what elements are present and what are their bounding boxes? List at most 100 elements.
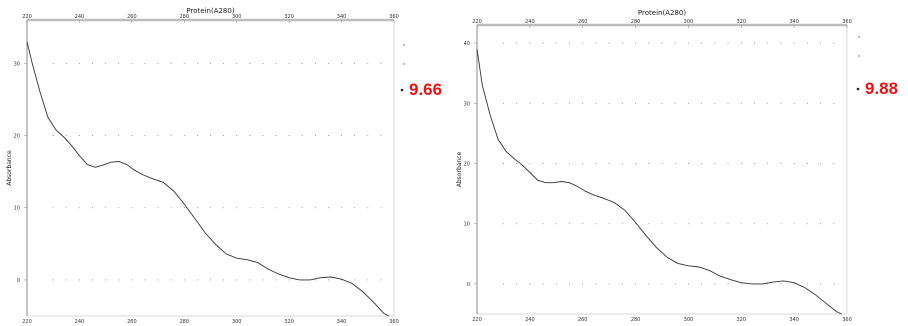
grid-dot [621,283,623,285]
grid-dot [701,102,703,104]
grid-dot [52,62,54,64]
x-tick-label-top: 260 [578,19,588,25]
grid-dot [727,42,729,44]
x-tick-label-top: 280 [180,14,190,20]
grid-dot [92,135,94,137]
grid-dot [502,102,504,104]
grid-dot [542,162,544,164]
grid-dot [529,162,531,164]
grid-dot [170,207,172,209]
x-tick-label-top: 220 [472,19,482,25]
annotation-marker [856,87,860,91]
grid-dot [555,42,557,44]
grid-dot [131,135,133,137]
grid-dot [714,42,716,44]
grid-dot [249,279,251,281]
chart-title: Protein(A280) [186,7,234,15]
grid-dot [275,207,277,209]
grid-dot [674,283,676,285]
grid-dot [648,223,650,225]
grid-dot [767,162,769,164]
grid-dot [648,283,650,285]
grid-dot [780,42,782,44]
grid-dot [288,62,290,64]
grid-dot [516,162,518,164]
grid-dot [354,279,356,281]
y-tick-label: 10 [14,206,20,212]
x-tick-label: 360 [389,319,399,325]
x-tick-label: 220 [472,317,482,323]
grid-dot [714,283,716,285]
grid-dot [582,223,584,225]
grid-dot [341,135,343,137]
y-axis-label: Absorbance [6,150,13,186]
grid-dot [767,223,769,225]
grid-dot [740,283,742,285]
y-tick-label: 30 [14,61,20,67]
grid-dot [367,279,369,281]
grid-dot [301,62,303,64]
x-tick-label: 320 [737,317,747,323]
grid-dot [516,283,518,285]
grid-dot [78,279,80,281]
grid-dot [196,62,198,64]
grid-dot [582,162,584,164]
grid-dot [714,223,716,225]
grid-dot [833,162,835,164]
x-tick-label-top: 300 [684,19,694,25]
grid-dot [210,62,211,64]
grid-dot [674,102,676,104]
grid-dot [767,283,769,285]
grid-dot [780,283,782,285]
grid-dot [301,207,303,209]
grid-dot [52,135,54,137]
grid-dot [262,207,264,209]
grid-dot [236,135,238,137]
grid-dot [701,42,703,44]
grid-dot [118,62,120,64]
grid-dot [714,102,716,104]
grid-dot [131,207,133,209]
grid-dot [236,279,238,281]
grid-dot [354,135,356,137]
grid-dot [314,135,316,137]
grid-dot [275,62,277,64]
grid-dot [131,279,133,281]
grid-dot [157,62,159,64]
grid-dot [767,42,769,44]
x-tick-label-top: 260 [127,14,137,20]
grid-dot [661,42,663,44]
x-tick-label-top: 360 [389,14,399,20]
grid-dot [727,102,729,104]
grid-dot [170,279,172,281]
grid-dot [105,207,107,209]
grid-dot [65,279,67,281]
grid-dot [661,102,663,104]
grid-dot [687,283,689,285]
grid-dot [341,62,343,64]
grid-dot [555,102,557,104]
grid-dot [170,62,172,64]
grid-dot [92,62,94,64]
grid-dot [288,135,290,137]
grid-dot [380,279,382,281]
grid-dot [569,162,570,164]
grid-dot [595,162,597,164]
x-tick-label: 300 [232,319,242,325]
grid-dot [740,102,742,104]
grid-dot [555,223,557,225]
grid-dot [314,62,316,64]
grid-dot [687,223,689,225]
grid-dot [820,223,822,225]
x-tick-label-top: 340 [337,14,347,20]
grid-dot [687,102,689,104]
grid-dot [249,135,251,137]
grid-dot [740,162,742,164]
grid-dot [780,223,782,225]
grid-dot [105,279,107,281]
plot-frame [26,19,395,317]
grid-dot [223,279,225,281]
grid-dot [621,102,623,104]
grid-dot [78,135,80,137]
grid-dot [806,102,808,104]
